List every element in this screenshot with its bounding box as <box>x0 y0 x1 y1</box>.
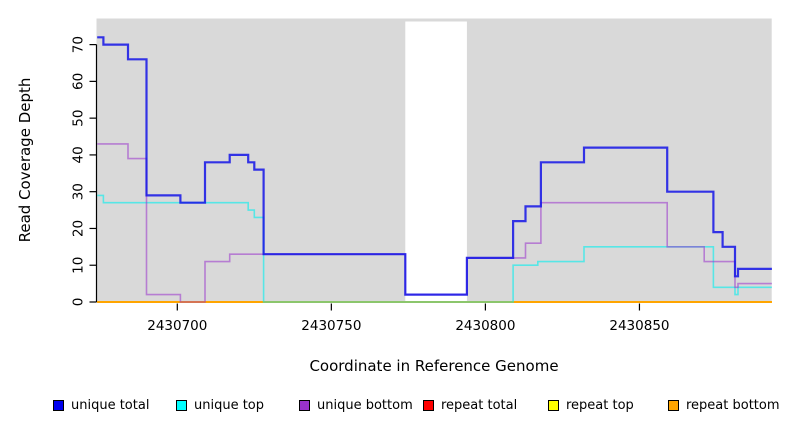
legend-swatch-repeat-total <box>423 399 434 411</box>
x-tick-label: 2430850 <box>609 318 669 334</box>
x-tick-label: 2430700 <box>147 318 207 334</box>
legend-swatch-repeat-bottom <box>668 399 679 411</box>
chart-legend: unique total unique top unique bottom repea… <box>0 397 792 417</box>
y-tick-label: 20 <box>71 220 87 237</box>
legend-label: unique total <box>71 397 150 413</box>
legend-item-unique-bottom: unique bottom <box>299 397 413 413</box>
legend-swatch-unique-total <box>53 399 64 411</box>
x-axis-title: Coordinate in Reference Genome <box>309 357 558 375</box>
y-tick-label: 70 <box>71 36 87 53</box>
y-tick-label: 50 <box>71 110 87 127</box>
legend-item-repeat-total: repeat total <box>423 397 517 413</box>
legend-item-unique-top: unique top <box>176 397 264 413</box>
legend-item-repeat-top: repeat top <box>548 397 634 413</box>
coverage-gap-band <box>405 21 467 303</box>
series-unique-top <box>97 194 772 303</box>
y-tick-label: 60 <box>71 73 87 90</box>
legend-label: repeat bottom <box>686 397 780 413</box>
legend-label: repeat top <box>566 397 634 413</box>
x-tick-label: 2430750 <box>301 318 361 334</box>
y-tick-label: 30 <box>71 183 87 200</box>
y-tick-label: 40 <box>71 146 87 163</box>
y-tick-label: 0 <box>71 298 87 307</box>
legend-label: unique bottom <box>317 397 413 413</box>
x-tick-label: 2430800 <box>455 318 515 334</box>
legend-item-repeat-bottom: repeat bottom <box>668 397 780 413</box>
legend-swatch-repeat-top <box>548 399 559 411</box>
legend-label: unique top <box>194 397 265 413</box>
y-axis-title: Read Coverage Depth <box>16 78 34 243</box>
y-tick-label: 10 <box>71 257 87 274</box>
plot-svg: 0 10 20 30 40 50 60 70 2430700 2430750 2430800 2430… <box>16 18 772 375</box>
legend-swatch-unique-top <box>176 399 187 411</box>
legend-label: repeat total <box>441 397 518 413</box>
legend-swatch-unique-bottom <box>299 399 310 411</box>
plot-layers: 0 10 20 30 40 50 60 70 2430700 2430750 2430800 2430… <box>71 18 772 334</box>
legend-item-unique-total: unique total <box>53 397 149 413</box>
series-unique-total <box>97 36 772 296</box>
